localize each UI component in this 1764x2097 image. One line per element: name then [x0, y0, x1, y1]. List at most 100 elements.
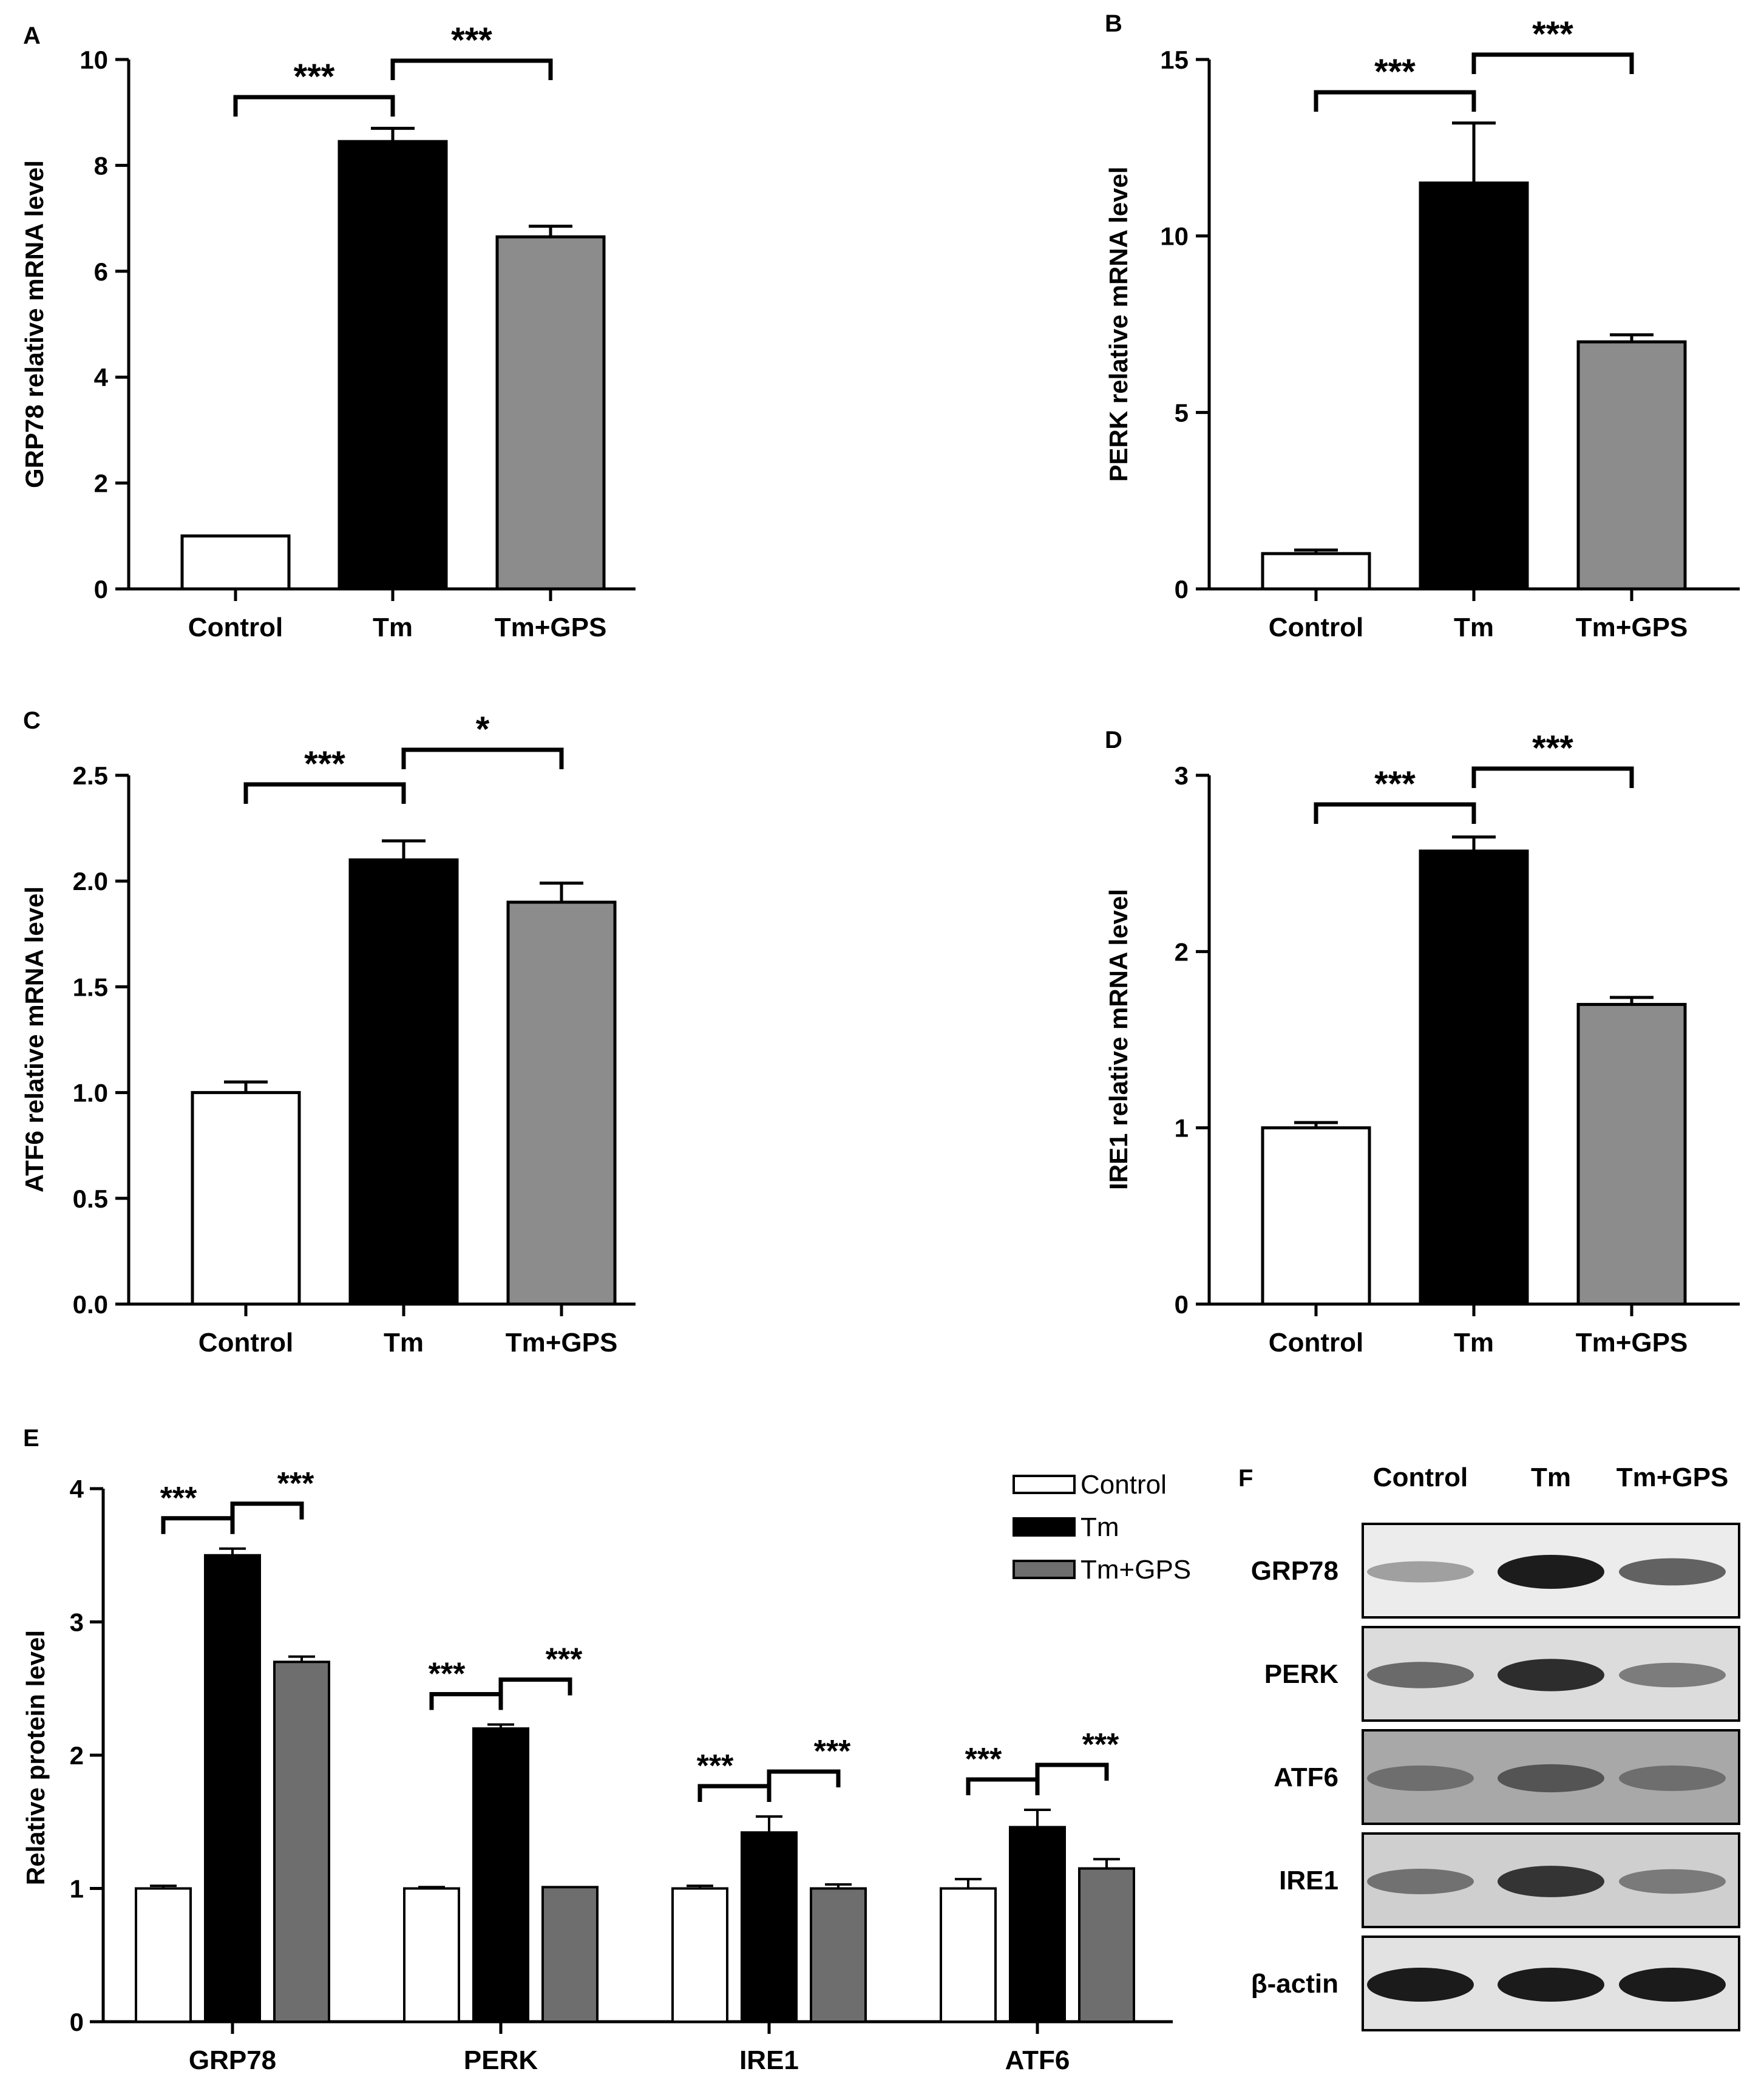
x-tick-label: PERK — [464, 2045, 538, 2075]
bar-ire1-tm — [741, 1831, 798, 2024]
blot-band — [1367, 1561, 1474, 1583]
x-tick-label: Tm+GPS — [1576, 613, 1688, 642]
blot-band — [1619, 1968, 1726, 2002]
x-tick-label: Tm — [1454, 1328, 1494, 1358]
panel-label: F — [1238, 1465, 1253, 1492]
significance-label: *** — [697, 1749, 734, 1784]
blot-band — [1498, 1764, 1604, 1793]
x-tick-label: Tm+GPS — [1576, 1328, 1688, 1358]
bar-tm — [338, 140, 448, 591]
legend-swatch — [1013, 1560, 1076, 1579]
legend-swatch — [1013, 1517, 1076, 1537]
legend-label: Control — [1080, 1470, 1167, 1500]
y-axis-label: PERK relative mRNA level — [1104, 167, 1133, 482]
y-tick-label: 15 — [1160, 46, 1189, 74]
significance-bracket — [1035, 1762, 1109, 1781]
x-tick-label: ATF6 — [1005, 2045, 1070, 2075]
y-tick-label: 1.0 — [73, 1079, 108, 1107]
y-tick-label: 0 — [70, 2008, 84, 2036]
bar-tm-gps — [506, 900, 617, 1306]
bar-tm-gps — [1576, 340, 1687, 591]
bar-tm-gps — [495, 235, 606, 591]
x-tick-label: Control — [1269, 1328, 1363, 1358]
y-tick-label: 5 — [1175, 398, 1189, 427]
bar-perk-control — [403, 1887, 460, 2023]
significance-bracket — [243, 782, 406, 804]
x-tick-label: GRP78 — [189, 2045, 276, 2075]
blot-band — [1619, 1558, 1726, 1586]
blot-band — [1619, 1662, 1726, 1688]
legend-swatch — [1013, 1475, 1076, 1494]
blot-row-label: ATF6 — [1274, 1762, 1338, 1792]
panel-d-chart: D 0 1 2 3 IRE1 relative mRNA level Control Tm Tm… — [1104, 727, 1740, 1358]
y-tick-label: 4 — [70, 1475, 84, 1503]
y-axis-label: ATF6 relative mRNA level — [20, 886, 49, 1192]
x-tick-label: Tm — [373, 613, 413, 642]
bar-tm — [1419, 181, 1529, 591]
x-tick-label: Tm+GPS — [495, 613, 607, 642]
blot-row-label: β-actin — [1251, 1969, 1338, 1999]
blot-band — [1498, 1555, 1604, 1589]
blot-band — [1367, 1968, 1474, 2002]
significance-bracket — [1471, 52, 1634, 74]
y-tick-label: 0 — [1175, 575, 1189, 603]
significance-bracket — [498, 1677, 572, 1696]
significance-label: *** — [965, 1742, 1002, 1777]
significance-bracket — [390, 58, 553, 80]
bar-tm — [348, 858, 459, 1306]
significance-bracket — [230, 1501, 304, 1520]
significance-label: *** — [160, 1481, 197, 1516]
bar-perk-tm — [472, 1727, 529, 2024]
bar-grp78-tm-gps — [273, 1660, 330, 2024]
bar-control — [1261, 1126, 1371, 1306]
significance-label: *** — [1532, 729, 1573, 768]
significance-bracket — [1314, 802, 1476, 824]
bar-control — [1261, 552, 1371, 591]
bar-ire1-tm-gps — [810, 1887, 867, 2023]
significance-label: *** — [429, 1657, 466, 1692]
bar-tm — [1419, 849, 1529, 1306]
panel-label: A — [23, 22, 41, 49]
blot-band — [1367, 1869, 1474, 1894]
blot-row-label: IRE1 — [1279, 1866, 1338, 1895]
significance-label: *** — [277, 1466, 314, 1501]
legend-label: Tm — [1080, 1512, 1119, 1542]
significance-label: *** — [1532, 15, 1573, 54]
y-tick-label: 2 — [1175, 937, 1189, 966]
blot-band — [1498, 1659, 1604, 1691]
bar-atf6-tm-gps — [1078, 1867, 1135, 2023]
significance-bracket — [1471, 766, 1634, 788]
bar-ire1-control — [671, 1887, 728, 2023]
blot-column-label: Tm — [1531, 1463, 1571, 1492]
y-tick-label: 0 — [94, 575, 108, 603]
y-axis-label: Relative protein level — [21, 1630, 50, 1885]
y-tick-label: 2.0 — [73, 867, 108, 896]
x-tick-label: Control — [198, 1328, 293, 1358]
blot-column-label: Tm+GPS — [1616, 1463, 1729, 1492]
x-tick-label: Control — [188, 613, 283, 642]
significance-label: *** — [451, 21, 492, 60]
blot-band — [1367, 1766, 1474, 1791]
panel-f-western-blot: F Control Tm Tm+GPS GRP78 PERK ATF6 IRE1 β-actin — [1238, 1463, 1740, 2031]
significance-label: *** — [1374, 52, 1416, 92]
x-tick-label: Tm+GPS — [506, 1328, 618, 1358]
blot-band — [1619, 1869, 1726, 1894]
significance-label: *** — [546, 1642, 583, 1677]
y-tick-label: 2 — [94, 469, 108, 498]
y-tick-label: 0.5 — [73, 1184, 108, 1213]
x-tick-label: IRE1 — [739, 2045, 799, 2075]
panel-label: C — [23, 707, 41, 734]
significance-bracket — [697, 1784, 772, 1802]
y-tick-label: 2.5 — [73, 761, 108, 790]
legend-label: Tm+GPS — [1080, 1555, 1191, 1585]
significance-label: *** — [294, 57, 335, 97]
blot-column-label: Control — [1373, 1463, 1468, 1492]
y-axis-label: IRE1 relative mRNA level — [1104, 889, 1133, 1190]
panel-label: B — [1105, 10, 1122, 37]
bar-tm-gps — [1576, 1002, 1687, 1306]
significance-bracket — [401, 747, 564, 769]
y-tick-label: 6 — [94, 257, 108, 286]
significance-label: * — [476, 710, 490, 749]
panel-e-chart: E 0 1 2 3 4 Relative protein level GRP78 *** *** P… — [21, 1425, 1191, 2075]
blot-band — [1498, 1968, 1604, 2002]
